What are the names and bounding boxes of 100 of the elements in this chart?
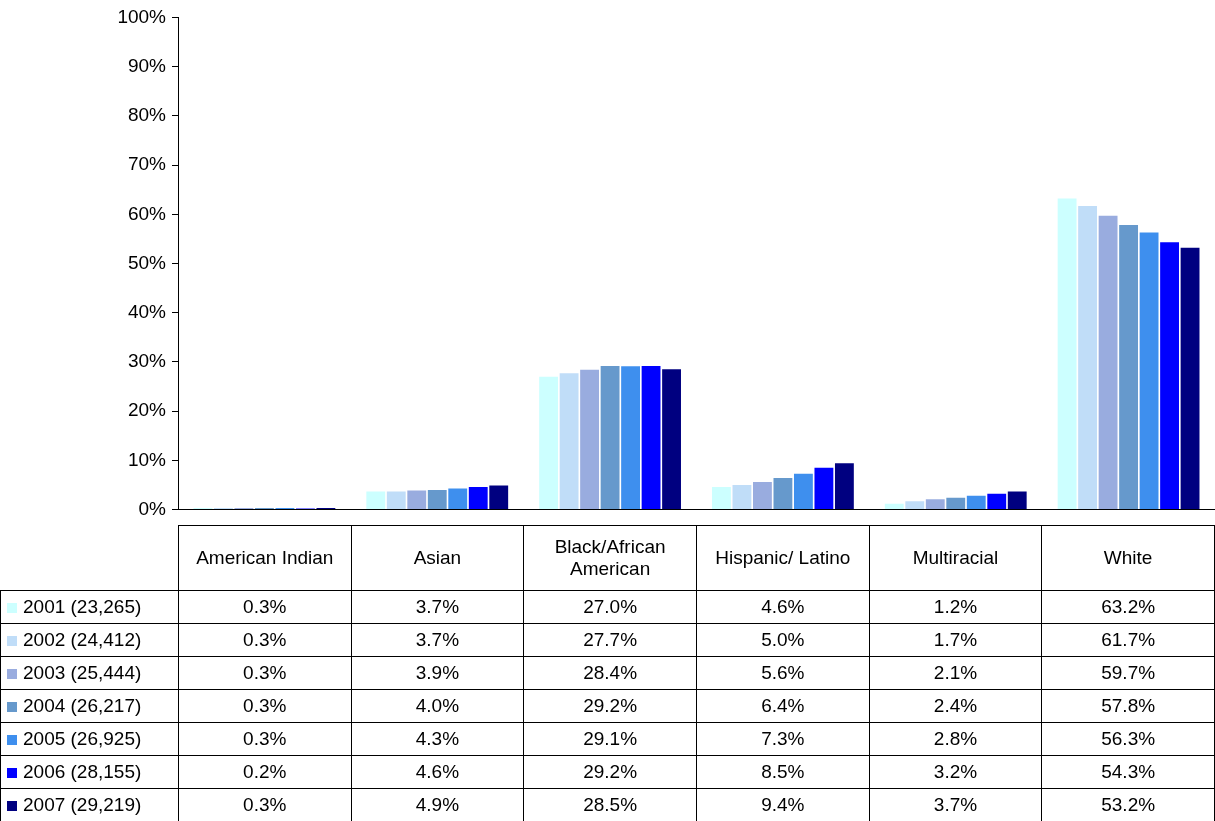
y-tick-label: 90% [127, 54, 167, 76]
text: 61.7% [1101, 629, 1156, 650]
y-tick-label: 60% [127, 202, 167, 224]
text: 3.7% [933, 794, 978, 815]
text: 53.2% [1101, 794, 1156, 815]
text: 2.4% [933, 695, 978, 716]
y-tick-label: 20% [127, 399, 167, 421]
bar [580, 369, 600, 510]
x-tick-label: Asian [351, 525, 524, 591]
text: 28.4% [583, 662, 638, 683]
text: 4.3% [415, 728, 460, 749]
bar [814, 467, 834, 510]
bar [386, 491, 406, 510]
text: 63.2% [1101, 596, 1156, 617]
x-tick-label: American Indian [178, 525, 352, 591]
legend-label: 2002 (24,412) [0, 623, 179, 657]
legend-label: 2006 (28,155) [0, 755, 179, 789]
text: 4.6% [415, 761, 460, 782]
text: 0.3% [243, 662, 287, 683]
text: 4.6% [761, 596, 805, 617]
bar [925, 499, 945, 510]
text: 0.3% [243, 629, 287, 650]
bar [834, 463, 854, 510]
bar [662, 369, 681, 510]
text: 29.2% [583, 761, 638, 782]
y-tick-label: 40% [127, 300, 167, 322]
bar [905, 501, 925, 510]
bar [1098, 215, 1118, 510]
text: 4.0% [415, 695, 460, 716]
text: 3.2% [933, 761, 978, 782]
text: 4.9% [415, 794, 460, 815]
legend-label: 2004 (26,217) [0, 689, 179, 723]
y-tick-label: 50% [127, 251, 167, 273]
bar [1180, 247, 1200, 510]
text: 2.8% [933, 728, 978, 749]
bar [1119, 225, 1139, 510]
text: 8.5% [761, 761, 805, 782]
bar [641, 365, 661, 510]
text: 29.2% [583, 695, 638, 716]
text: 2.1% [933, 662, 978, 683]
bar [987, 493, 1007, 510]
bar [1078, 205, 1098, 510]
bar [407, 490, 427, 510]
bar [539, 376, 559, 510]
bar [966, 495, 986, 510]
bar [753, 482, 772, 510]
text: 0.2% [243, 761, 287, 782]
y-tick-label: 10% [127, 448, 167, 470]
legend-label: 2007 (29,219) [0, 788, 179, 821]
text: 28.5% [583, 794, 638, 815]
bar [621, 366, 640, 510]
text: 9.4% [761, 794, 805, 815]
x-tick-label: Black/African American [523, 525, 697, 591]
text: 0.3% [243, 794, 287, 815]
text: 5.6% [761, 662, 805, 683]
legend-label: 2005 (26,925) [0, 722, 179, 756]
bar [366, 491, 386, 510]
text: 7.3% [761, 728, 805, 749]
text: 57.8% [1101, 695, 1156, 716]
bar [468, 486, 488, 510]
y-tick-label: 0% [138, 497, 167, 519]
bar [427, 489, 447, 510]
text: 3.9% [415, 662, 460, 683]
y-tick-label: 70% [127, 153, 167, 175]
text: 0.3% [243, 596, 287, 617]
bar [1057, 198, 1077, 510]
text: 29.1% [583, 728, 638, 749]
bar [1007, 491, 1027, 510]
text: 0.3% [243, 728, 287, 749]
text: 1.7% [933, 629, 978, 650]
text: 3.7% [415, 596, 460, 617]
legend-label: 2003 (25,444) [0, 656, 179, 690]
bar [448, 488, 468, 510]
text: 56.3% [1101, 728, 1156, 749]
bar [1139, 232, 1159, 510]
bar [1160, 242, 1179, 510]
text: 59.7% [1101, 662, 1156, 683]
y-tick-label: 30% [127, 350, 167, 372]
bar [773, 478, 793, 510]
x-tick-label: White [1041, 525, 1215, 591]
bar [884, 503, 904, 510]
text: 5.0% [761, 629, 805, 650]
text: 27.0% [583, 596, 638, 617]
x-tick-label: Multiracial [869, 525, 1042, 591]
x-tick-label: Hispanic/ Latino [696, 525, 870, 591]
bar [559, 373, 579, 510]
bar [793, 473, 813, 510]
text: 0.3% [243, 695, 287, 716]
y-tick-label: 100% [117, 5, 167, 27]
text: 3.7% [415, 629, 460, 650]
text: 1.2% [933, 596, 978, 617]
bar [712, 486, 731, 510]
y-tick-label: 80% [127, 104, 167, 126]
bar [732, 484, 752, 510]
text: 54.3% [1101, 761, 1156, 782]
bar [600, 365, 620, 510]
text: 27.7% [583, 629, 638, 650]
text: 6.4% [761, 695, 805, 716]
legend-label: 2001 (23,265) [0, 590, 179, 624]
bar [489, 485, 509, 510]
